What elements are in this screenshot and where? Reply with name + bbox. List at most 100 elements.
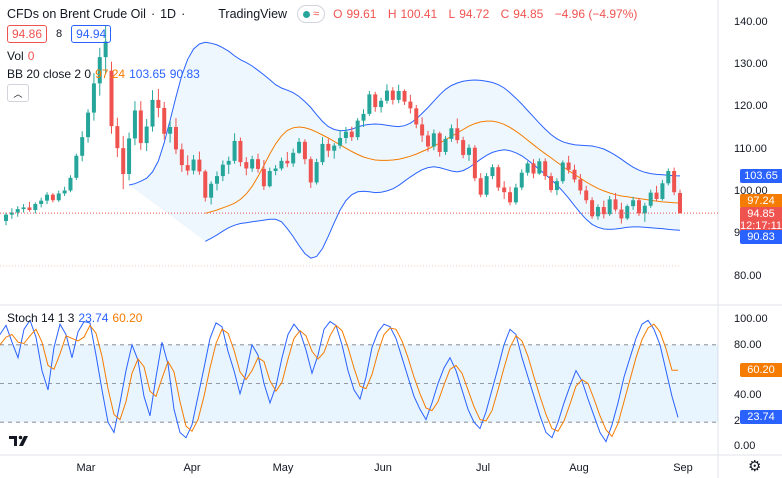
candle-body xyxy=(502,187,507,193)
buy-button[interactable]: 94.94 xyxy=(71,25,112,43)
stoch-d-value: 60.20 xyxy=(112,311,143,325)
change-value: −4.96 (−4.97%) xyxy=(554,7,638,21)
candle-body xyxy=(525,163,530,173)
symbol-title[interactable]: CFDs on Brent Crude Oil xyxy=(7,7,146,21)
candle-body xyxy=(45,194,50,201)
candle-body xyxy=(543,161,548,177)
candle-body xyxy=(68,177,73,191)
candle-body xyxy=(496,167,501,188)
candle-body xyxy=(613,199,618,210)
candle-body xyxy=(115,126,120,149)
candle-body xyxy=(197,159,202,172)
candle-body xyxy=(425,135,430,147)
candle-body xyxy=(144,126,149,144)
time-tick: Sep xyxy=(673,462,693,474)
candle-body xyxy=(467,147,472,155)
candle-body xyxy=(273,168,278,172)
candle-body xyxy=(478,178,483,195)
tradingview-logo-icon[interactable] xyxy=(8,432,30,450)
candle-body xyxy=(162,107,167,134)
candle-body xyxy=(678,192,682,214)
spread-value: 8 xyxy=(56,28,63,40)
candle-body xyxy=(267,171,272,187)
market-status-pill[interactable]: ≈ xyxy=(297,5,326,23)
candle-body xyxy=(279,160,284,169)
candle-body xyxy=(402,91,407,102)
candle-body xyxy=(431,133,436,147)
candle-body xyxy=(367,94,372,114)
candle-body xyxy=(607,199,612,215)
sell-button[interactable]: 94.86 xyxy=(7,25,48,43)
candle-body xyxy=(21,207,26,210)
bb-lower-axis-label: 90.83 xyxy=(740,230,782,244)
bb-upper-axis-label: 103.65 xyxy=(740,169,782,183)
stoch-tick: 0.00 xyxy=(734,440,756,452)
ohlc-values: O 99.61 H 100.41 L 94.72 C 94.85 −4.96 (−4.9… xyxy=(333,7,638,21)
candle-body xyxy=(420,124,425,136)
candle-body xyxy=(103,41,108,58)
chevron-up-icon[interactable]: ︿ xyxy=(7,84,29,102)
candle-body xyxy=(320,143,325,163)
candle-body xyxy=(185,165,190,171)
candle-body xyxy=(238,140,243,163)
candle-body xyxy=(455,128,460,141)
candle-body xyxy=(150,99,155,127)
candle-body xyxy=(226,160,231,165)
candle-body xyxy=(472,147,477,179)
interval-label[interactable]: 1D xyxy=(160,7,177,21)
legend-collapse: ︿ xyxy=(7,84,29,102)
stoch-d-line xyxy=(0,323,678,438)
candle-body xyxy=(414,108,419,125)
candle-body xyxy=(39,200,44,205)
candle-body xyxy=(338,137,343,146)
bb-basis-axis-label: 97.24 xyxy=(740,194,782,208)
candle-body xyxy=(384,90,389,101)
candle-body xyxy=(519,172,524,188)
price-tick: 140.00 xyxy=(734,16,768,28)
candle-body xyxy=(261,168,266,187)
candle-body xyxy=(390,90,395,100)
candle-body xyxy=(33,204,38,210)
last-price-value: 94.85 xyxy=(747,208,775,220)
vol-legend[interactable]: Vol 0 xyxy=(7,49,34,63)
candle-body xyxy=(62,190,67,194)
bb-legend[interactable]: BB 20 close 2 0 97.24 103.65 90.83 xyxy=(7,67,200,81)
candle-body xyxy=(566,162,571,170)
candle-body xyxy=(302,141,307,160)
vol-label: Vol xyxy=(7,49,24,63)
candle-body xyxy=(625,206,630,219)
time-tick: Aug xyxy=(569,462,589,474)
trade-panel: 94.86 8 94.94 xyxy=(7,25,112,43)
candle-body xyxy=(355,120,360,138)
candle-body xyxy=(531,163,536,174)
candle-body xyxy=(636,200,641,214)
time-tick: May xyxy=(272,462,294,474)
candle-body xyxy=(343,131,348,138)
candle-body xyxy=(660,183,665,199)
replay-icon: ≈ xyxy=(313,8,320,20)
candle-body xyxy=(127,138,132,174)
candle-body xyxy=(361,113,366,121)
bb-label: BB 20 close 2 0 xyxy=(7,67,92,81)
open-value: 99.61 xyxy=(346,7,377,21)
candle-body xyxy=(173,126,178,150)
bb-upper-line xyxy=(128,41,681,186)
candle-body xyxy=(578,179,583,191)
candle-body xyxy=(490,167,495,177)
candle-body xyxy=(443,138,448,152)
last-price-axis-label: 94.85 12:17:11 xyxy=(740,207,782,234)
candle-body xyxy=(220,164,225,177)
time-tick: Apr xyxy=(183,462,201,474)
candle-body xyxy=(554,181,559,191)
gear-icon[interactable]: ⚙ xyxy=(748,458,762,475)
candle-body xyxy=(80,137,85,156)
candle-body xyxy=(109,70,114,127)
brand-label: TradingView xyxy=(218,7,288,21)
market-open-icon xyxy=(303,10,311,18)
stoch-legend[interactable]: Stoch 14 1 3 23.74 60.20 xyxy=(7,311,142,325)
candle-body xyxy=(74,155,79,178)
candle-body xyxy=(560,162,565,182)
candle-body xyxy=(244,162,249,169)
candle-body xyxy=(168,126,173,134)
